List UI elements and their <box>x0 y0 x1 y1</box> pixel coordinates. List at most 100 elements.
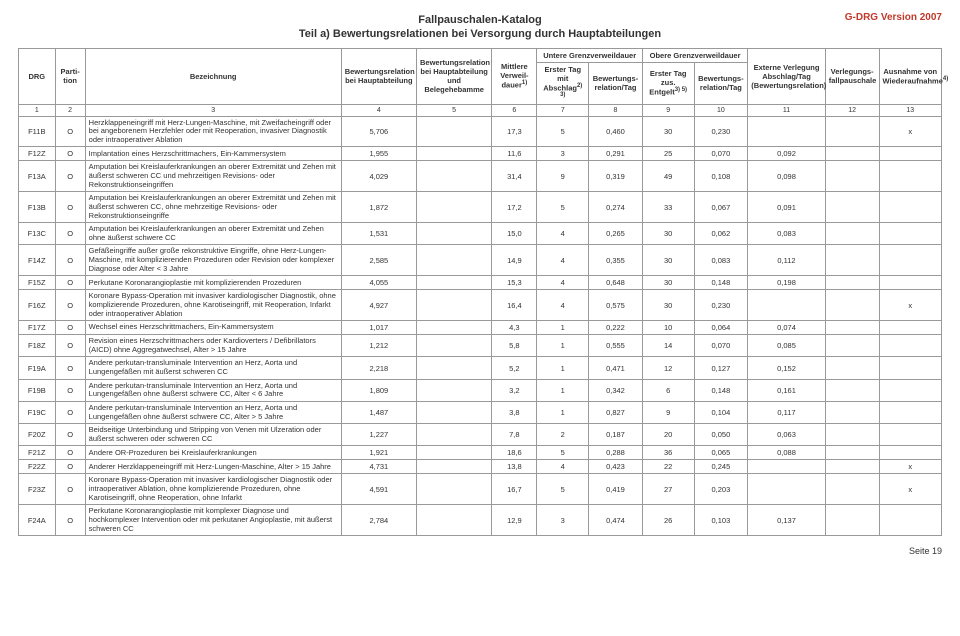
cell-description: Implantation eines Herzschrittmachers, E… <box>85 147 341 161</box>
cell-value: 2 <box>537 424 589 446</box>
cell-value: 0,161 <box>748 379 825 401</box>
cell-description: Andere OR-Prozeduren bei Kreislauferkran… <box>85 446 341 460</box>
table-row: F14ZOGefäßeingriffe außer große rekonstr… <box>19 245 942 276</box>
table-row: F19BOAndere perkutan-transluminale Inter… <box>19 379 942 401</box>
cell-value <box>825 505 879 536</box>
column-number: 6 <box>492 104 537 116</box>
cell-value: 14 <box>642 335 694 357</box>
cell-value: F19C <box>19 401 56 423</box>
cell-value: 14,9 <box>492 245 537 276</box>
cell-value: 4,029 <box>341 161 416 192</box>
cell-value: 3 <box>537 147 589 161</box>
cell-value <box>416 505 491 536</box>
cell-value: 0,137 <box>748 505 825 536</box>
cell-value: 5,706 <box>341 116 416 147</box>
column-number: 10 <box>694 104 748 116</box>
cell-value <box>416 223 491 245</box>
cell-description: Anderer Herzklappeneingriff mit Herz-Lun… <box>85 460 341 474</box>
cell-value: O <box>55 245 85 276</box>
cell-description: Andere perkutan-transluminale Interventi… <box>85 401 341 423</box>
cell-value <box>879 321 941 335</box>
column-number: 13 <box>879 104 941 116</box>
cell-value: 0,230 <box>694 116 748 147</box>
cell-value <box>879 424 941 446</box>
cell-value: 1,227 <box>341 424 416 446</box>
cell-value <box>825 446 879 460</box>
cell-value: 30 <box>642 276 694 290</box>
table-row: F19COAndere perkutan-transluminale Inter… <box>19 401 942 423</box>
cell-value <box>879 379 941 401</box>
cell-value: 0,274 <box>589 192 643 223</box>
cell-value <box>879 505 941 536</box>
cell-value: 0,245 <box>694 460 748 474</box>
cell-value: 0,064 <box>694 321 748 335</box>
cell-value <box>825 276 879 290</box>
cell-value: 30 <box>642 290 694 321</box>
cell-value: 9 <box>537 161 589 192</box>
cell-value: x <box>879 290 941 321</box>
cell-value: 3,2 <box>492 379 537 401</box>
cell-value: 0,230 <box>694 290 748 321</box>
cell-value: 0,091 <box>748 192 825 223</box>
cell-value: 0,355 <box>589 245 643 276</box>
table-row: F21ZOAndere OR-Prozeduren bei Kreislaufe… <box>19 446 942 460</box>
col-erster-abschlag: Erster Tag mit Abschlag2) 3) <box>537 62 589 104</box>
cell-value: 0,575 <box>589 290 643 321</box>
cell-value: O <box>55 357 85 379</box>
cell-value: 1,809 <box>341 379 416 401</box>
table-row: F17ZOWechsel eines Herzschrittmachers, E… <box>19 321 942 335</box>
cell-value: 12 <box>642 357 694 379</box>
col-bewertung-hauptabt: Bewertungsrelation bei Hauptabteilung <box>341 48 416 104</box>
cell-value: 7,8 <box>492 424 537 446</box>
cell-value: 17,3 <box>492 116 537 147</box>
table-row: F22ZOAnderer Herzklappeneingriff mit Her… <box>19 460 942 474</box>
cell-value <box>416 161 491 192</box>
cell-value: 4 <box>537 460 589 474</box>
table-row: F13BOAmputation bei Kreislauferkrankunge… <box>19 192 942 223</box>
cell-value: 22 <box>642 460 694 474</box>
col-ausnahme: Ausnahme von Wiederaufnahme4) <box>879 48 941 104</box>
cell-value: 0,050 <box>694 424 748 446</box>
cell-value: 0,112 <box>748 245 825 276</box>
cell-value: F17Z <box>19 321 56 335</box>
cell-value: 1 <box>537 335 589 357</box>
cell-value <box>825 161 879 192</box>
cell-value <box>416 357 491 379</box>
cell-value: F23Z <box>19 474 56 505</box>
cell-value: 25 <box>642 147 694 161</box>
col-bezeichnung: Bezeichnung <box>85 48 341 104</box>
cell-value <box>879 276 941 290</box>
cell-value: O <box>55 401 85 423</box>
cell-value <box>825 290 879 321</box>
cell-value <box>879 401 941 423</box>
cell-value <box>416 192 491 223</box>
col-drg: DRG <box>19 48 56 104</box>
cell-value: 5 <box>537 474 589 505</box>
cell-value: 0,083 <box>748 223 825 245</box>
cell-value: 5 <box>537 116 589 147</box>
cell-value: O <box>55 379 85 401</box>
cell-value: 0,083 <box>694 245 748 276</box>
cell-value: 0,222 <box>589 321 643 335</box>
title-line1: Fallpauschalen-Katalog <box>18 13 942 27</box>
page-title: Fallpauschalen-Katalog Teil a) Bewertung… <box>18 13 942 42</box>
cell-value: 5,8 <box>492 335 537 357</box>
cell-value <box>416 460 491 474</box>
cell-value: O <box>55 161 85 192</box>
cell-value: 4,927 <box>341 290 416 321</box>
cell-value: 0,104 <box>694 401 748 423</box>
cell-value: 18,6 <box>492 446 537 460</box>
cell-description: Amputation bei Kreislauferkrankungen an … <box>85 192 341 223</box>
cell-value <box>416 147 491 161</box>
page-footer: Seite 19 <box>18 546 942 556</box>
cell-value: O <box>55 446 85 460</box>
cell-value: 0,471 <box>589 357 643 379</box>
table-header: DRG Parti- tion Bezeichnung Bewertungsre… <box>19 48 942 116</box>
cell-value <box>748 116 825 147</box>
cell-value: 0,127 <box>694 357 748 379</box>
cell-value: 0,460 <box>589 116 643 147</box>
table-row: F24AOPerkutane Koronarangioplastie mit k… <box>19 505 942 536</box>
cell-value <box>416 424 491 446</box>
cell-value: 2,218 <box>341 357 416 379</box>
cell-value: F19A <box>19 357 56 379</box>
